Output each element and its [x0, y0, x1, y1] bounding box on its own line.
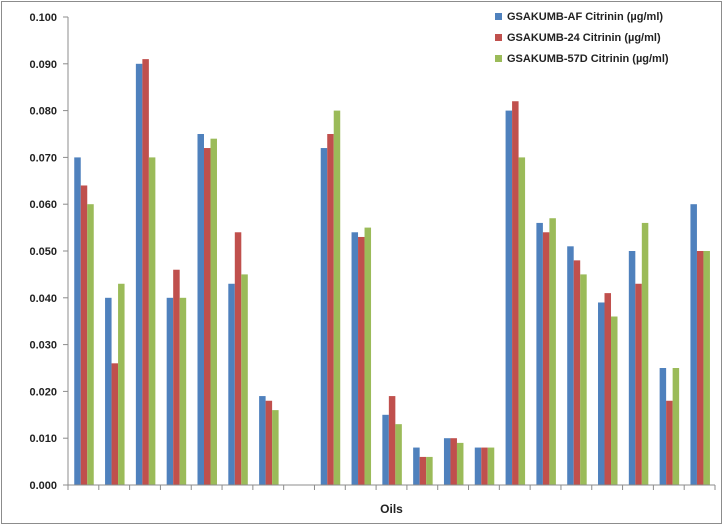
bar-series2-cat7	[265, 400, 273, 485]
bar-series3-cat20	[672, 368, 680, 485]
legend-label-1: GSAKUMB-AF Citrinin (µg/ml)	[507, 11, 663, 23]
bar-series1-cat7	[259, 396, 266, 485]
bar-series1-cat4	[166, 297, 174, 485]
bar-series3-cat16	[549, 218, 556, 486]
bar-series1-cat5	[197, 134, 204, 485]
x-axis-title: Oils	[380, 502, 403, 516]
bar-series1-cat3	[135, 63, 143, 486]
legend-swatch-1	[495, 13, 502, 20]
bar-series3-cat10	[364, 227, 372, 485]
bar-series1-cat13	[443, 438, 451, 485]
bar-series2-cat2	[111, 363, 119, 485]
y-tick-label: 0.020	[29, 386, 57, 398]
y-tick-label: 0.080	[29, 106, 57, 118]
bar-series1-cat10	[351, 232, 359, 485]
bar-series2-cat17	[573, 260, 581, 485]
bar-series3-cat1	[87, 204, 94, 485]
bar-series1-cat11	[382, 414, 389, 485]
bar-series3-cat5	[210, 138, 217, 485]
bar-series3-cat7	[272, 410, 279, 485]
bar-series1-cat21	[690, 204, 697, 485]
bar-series1-cat18	[598, 302, 605, 485]
bar-series3-cat12	[426, 456, 433, 485]
bar-series3-cat21	[703, 251, 710, 485]
bar-series1-cat9	[320, 148, 328, 486]
bar-series2-cat10	[358, 236, 365, 485]
bar-series2-cat20	[666, 400, 673, 485]
bar-series2-cat12	[419, 456, 427, 485]
bar-series2-cat13	[450, 438, 457, 485]
bar-series3-cat19	[641, 222, 649, 486]
bar-series1-cat12	[413, 447, 420, 485]
bar-series1-cat2	[105, 297, 112, 485]
y-tick-label: 0.100	[29, 12, 57, 24]
bar-series2-cat6	[234, 232, 242, 485]
legend-swatch-2	[495, 34, 502, 41]
y-axis-ticks: 0.000 0.010 0.020 0.030 0.040 0.050 0.060 0.070…	[29, 12, 68, 492]
legend-swatch-3	[495, 55, 502, 62]
bar-series2-cat9	[327, 134, 334, 485]
bar-series3-cat2	[118, 283, 125, 485]
axes-group	[67, 17, 716, 490]
y-tick-label: 0.050	[29, 246, 57, 258]
y-tick-label: 0.010	[29, 433, 57, 445]
y-tick-label: 0.030	[29, 340, 57, 352]
bar-series1-cat19	[628, 251, 636, 485]
bar-series1-cat14	[474, 447, 482, 485]
bar-series1-cat6	[228, 283, 235, 485]
bar-series3-cat18	[611, 316, 618, 485]
bars-group	[74, 59, 710, 486]
bar-series3-cat4	[179, 297, 187, 485]
legend-label-2: GSAKUMB-24 Citrinin (µg/ml)	[507, 32, 661, 44]
bar-series2-cat18	[604, 293, 612, 485]
bar-series3-cat9	[333, 110, 341, 485]
bar-series2-cat1	[80, 185, 88, 486]
bar-series2-cat19	[635, 283, 642, 485]
bar-series3-cat13	[456, 442, 464, 485]
bar-series3-cat11	[395, 424, 402, 485]
bar-series3-cat6	[241, 274, 248, 485]
bar-series3-cat15	[518, 157, 526, 485]
bar-series2-cat5	[203, 148, 211, 486]
bar-series2-cat16	[542, 232, 550, 485]
bar-series2-cat21	[696, 251, 704, 485]
bar-series1-cat15	[505, 110, 513, 485]
y-tick-label: 0.070	[29, 152, 57, 164]
bar-series3-cat17	[580, 274, 587, 485]
y-tick-label: 0.090	[29, 59, 57, 71]
bar-series1-cat17	[567, 246, 574, 485]
bar-series1-cat20	[659, 368, 667, 485]
bar-series2-cat4	[173, 269, 180, 485]
bar-series3-cat3	[148, 157, 156, 485]
bar-series2-cat14	[481, 447, 488, 485]
y-tick-label: 0.060	[29, 199, 57, 211]
legend: GSAKUMB-AF Citrinin (µg/ml) GSAKUMB-24 Ci…	[495, 11, 669, 65]
y-tick-label: 0.040	[29, 293, 57, 305]
y-tick-label: 0.000	[29, 480, 57, 492]
bar-series2-cat11	[388, 396, 396, 485]
legend-label-3: GSAKUMB-57D Citrinin (µg/ml)	[507, 53, 669, 65]
bar-series1-cat1	[74, 157, 81, 485]
bar-series2-cat15	[512, 101, 519, 486]
bar-series2-cat3	[142, 59, 149, 486]
bar-series3-cat14	[487, 447, 495, 485]
bar-series1-cat16	[536, 222, 543, 486]
